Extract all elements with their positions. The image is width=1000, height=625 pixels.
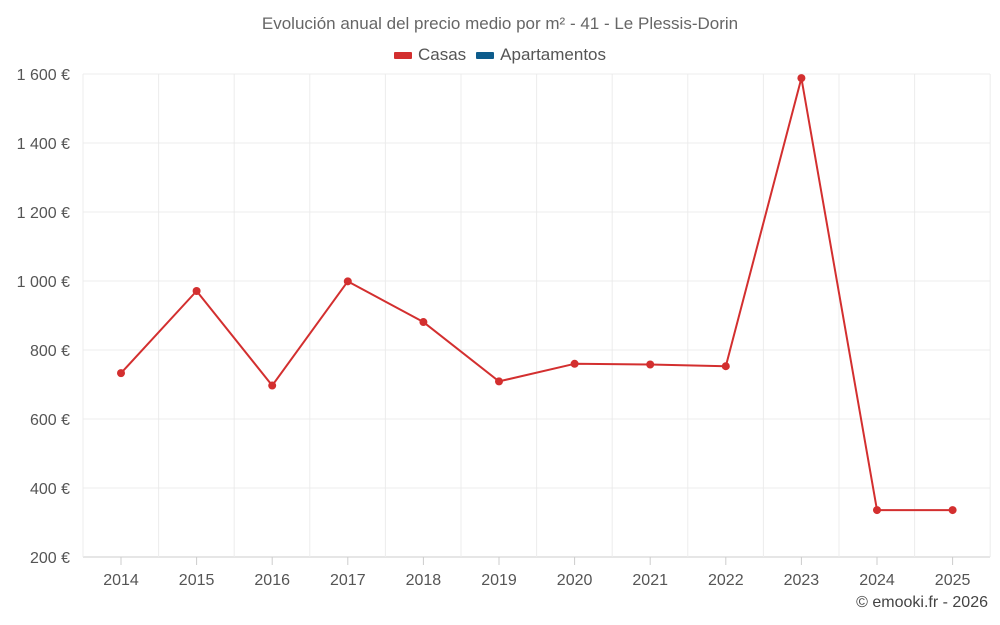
x-tick-label: 2017 [330, 572, 366, 589]
data-point [948, 506, 957, 515]
data-point [495, 377, 503, 386]
data-point [570, 359, 579, 368]
data-point [419, 318, 428, 327]
x-tick-label: 2025 [935, 572, 971, 589]
x-tick-label: 2015 [179, 572, 215, 589]
data-point [117, 369, 125, 378]
y-tick-label: 400 € [30, 481, 70, 498]
data-point [268, 381, 277, 390]
series-line-casas [120, 77, 953, 512]
legend-swatch-apartamentos [476, 51, 495, 59]
data-point [873, 506, 881, 515]
y-tick-label: 600 € [30, 412, 70, 429]
legend-item-apartamentos[interactable]: Apartamentos [476, 45, 606, 65]
data-point [797, 74, 806, 83]
y-tick-label: 1 400 € [17, 136, 70, 153]
x-tick-label: 2018 [406, 572, 442, 589]
x-tick-label: 2016 [254, 572, 290, 589]
legend-label-casas: Casas [417, 45, 467, 64]
x-tick-label: 2021 [632, 572, 668, 589]
legend-swatch-casas [393, 51, 412, 59]
x-tick-label: 2023 [784, 572, 820, 589]
legend-item-casas[interactable]: Casas [393, 45, 467, 65]
y-tick-label: 1 600 € [17, 67, 70, 84]
x-tick-label: 2024 [859, 572, 895, 589]
credit-text: © emooki.fr - 2026 [856, 594, 988, 611]
y-tick-label: 1 000 € [17, 274, 70, 291]
y-tick-label: 800 € [30, 343, 70, 360]
x-tick-label: 2022 [708, 572, 744, 589]
chart-title: Evolución anual del precio medio por m² … [261, 14, 739, 33]
y-tick-label: 1 200 € [17, 205, 70, 222]
data-point [343, 277, 352, 286]
x-tick-label: 2014 [103, 572, 139, 589]
data-point [721, 362, 730, 371]
data-point [192, 287, 201, 296]
legend-label-apartamentos: Apartamentos [500, 45, 607, 64]
x-tick-label: 2019 [481, 572, 517, 589]
legend: Casas Apartamentos [0, 45, 1000, 65]
x-tick-label: 2020 [557, 572, 593, 589]
y-tick-label: 200 € [30, 550, 70, 567]
data-point [646, 360, 655, 369]
